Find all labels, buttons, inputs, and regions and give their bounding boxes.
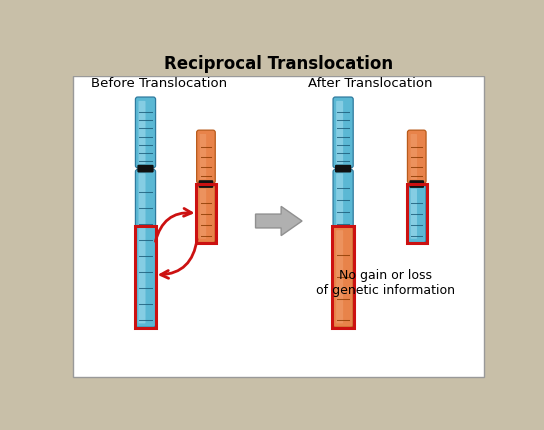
FancyBboxPatch shape <box>333 226 353 327</box>
Text: No gain or loss
of genetic information: No gain or loss of genetic information <box>316 269 455 297</box>
Text: Before Translocation: Before Translocation <box>91 77 227 90</box>
Bar <box>332 226 354 328</box>
FancyBboxPatch shape <box>411 134 417 179</box>
FancyBboxPatch shape <box>411 189 417 239</box>
FancyBboxPatch shape <box>333 169 353 231</box>
Bar <box>407 184 427 243</box>
FancyBboxPatch shape <box>200 134 206 179</box>
FancyBboxPatch shape <box>196 130 215 183</box>
FancyBboxPatch shape <box>199 180 213 188</box>
FancyBboxPatch shape <box>135 97 156 168</box>
Polygon shape <box>256 206 302 236</box>
FancyBboxPatch shape <box>336 173 343 227</box>
Text: After Translocation: After Translocation <box>308 77 432 90</box>
FancyBboxPatch shape <box>336 230 343 323</box>
FancyBboxPatch shape <box>135 169 156 327</box>
FancyBboxPatch shape <box>139 173 145 323</box>
Bar <box>196 184 216 243</box>
Bar <box>135 226 156 328</box>
FancyBboxPatch shape <box>138 165 153 172</box>
FancyBboxPatch shape <box>410 180 424 188</box>
FancyBboxPatch shape <box>336 101 343 164</box>
FancyBboxPatch shape <box>333 97 353 168</box>
FancyBboxPatch shape <box>200 189 206 239</box>
FancyBboxPatch shape <box>407 130 426 183</box>
FancyBboxPatch shape <box>335 165 351 172</box>
Bar <box>68 52 490 76</box>
FancyBboxPatch shape <box>73 76 484 377</box>
Text: Reciprocal Translocation: Reciprocal Translocation <box>164 55 393 73</box>
FancyBboxPatch shape <box>196 185 215 243</box>
FancyBboxPatch shape <box>407 185 426 243</box>
FancyBboxPatch shape <box>139 101 145 164</box>
